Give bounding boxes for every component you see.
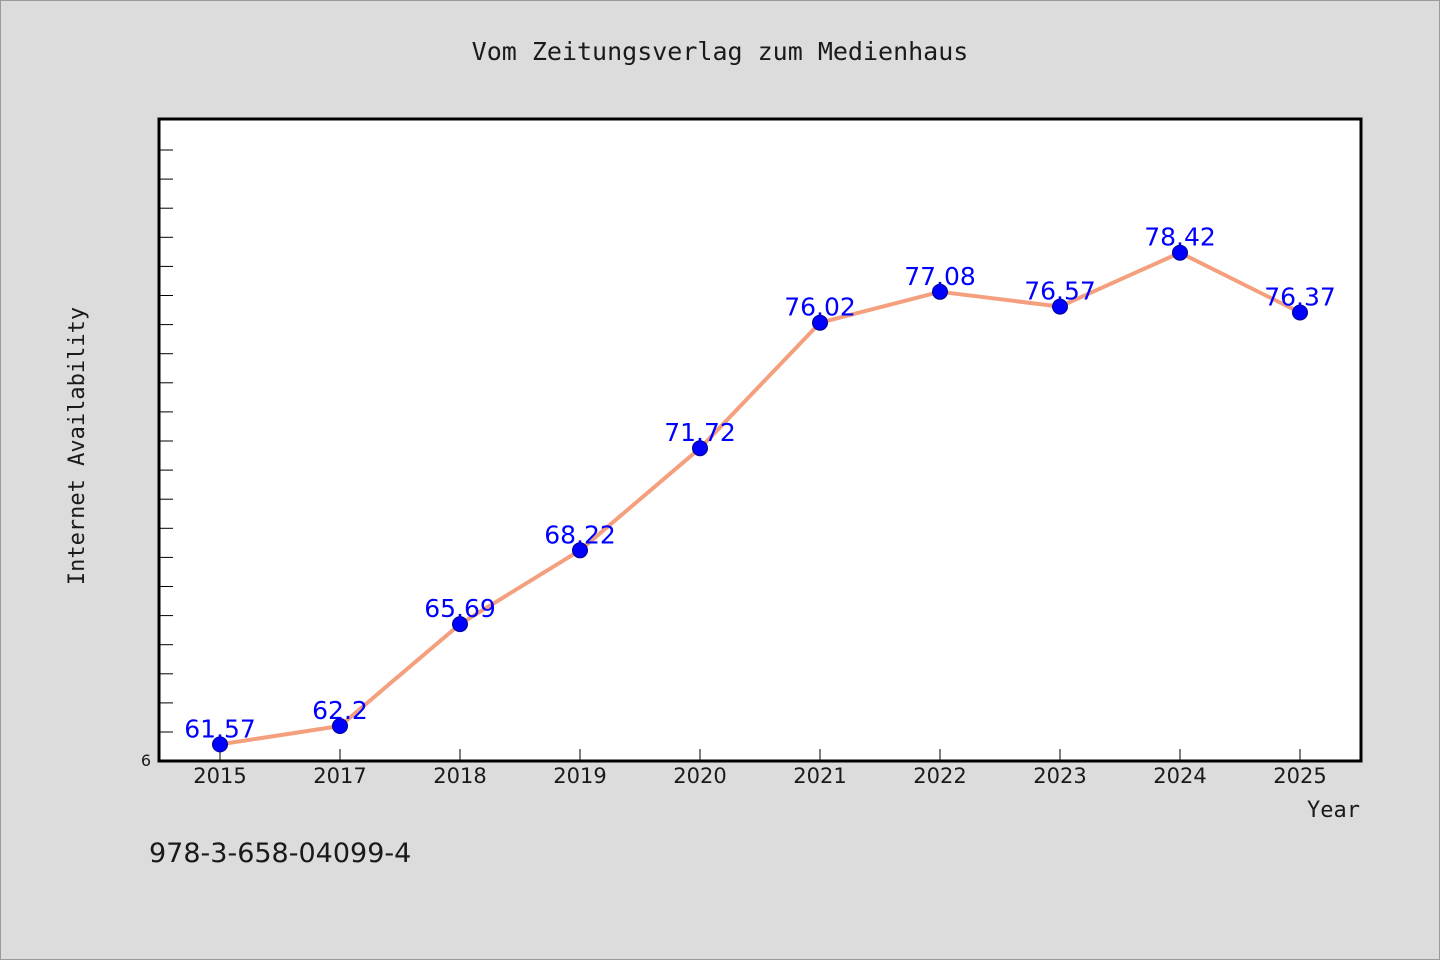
y-axis-tick-labels: 6 [141, 751, 151, 770]
x-tick-label: 2019 [553, 764, 606, 788]
data-label: 62.2 [312, 696, 368, 725]
data-label: 76.02 [784, 293, 856, 322]
data-point-marker [1172, 244, 1188, 261]
series-line [219, 250, 1301, 747]
data-label: 76.57 [1024, 277, 1096, 306]
x-tick-label: 2018 [433, 764, 486, 788]
y-tick-label: 6 [141, 751, 151, 770]
data-label: 65.69 [424, 594, 496, 623]
x-tick-label: 2024 [1153, 764, 1206, 788]
x-tick-label: 2015 [193, 764, 246, 788]
data-point-marker [1292, 304, 1308, 321]
data-point-marker [572, 542, 588, 559]
data-point-marker [332, 718, 348, 734]
data-point-marker [932, 283, 948, 300]
x-tick-label: 2017 [313, 764, 366, 788]
chart-title: Vom Zeitungsverlag zum Medienhaus [472, 37, 969, 66]
data-point-marker [812, 314, 828, 331]
x-tick-label: 2023 [1033, 764, 1086, 788]
x-axis-label: Year [1307, 798, 1360, 823]
y-axis-label: Internet Availability [65, 307, 90, 585]
x-tick-label: 2022 [913, 764, 966, 788]
series-markers [212, 244, 1308, 753]
data-point-marker [212, 736, 228, 753]
isbn-footer: 978-3-658-04099-4 [149, 838, 411, 869]
x-tick-label: 2021 [793, 764, 846, 788]
data-point-marker [692, 440, 708, 457]
data-label: 61.57 [184, 714, 256, 743]
x-tick-label: 2020 [673, 764, 726, 788]
x-axis-tick-labels: 2015 2017 2018 2019 2020 2021 2022 2023 2024 2025 [193, 764, 1326, 788]
data-label: 68.22 [544, 520, 616, 549]
data-labels: 61.57 62.2 65.69 68.22 71.72 76.02 77.08 76.57 7… [184, 223, 1336, 744]
data-label: 77.08 [904, 262, 976, 291]
x-tick-label: 2025 [1273, 764, 1326, 788]
y-axis-ticks [159, 149, 173, 733]
data-label: 78.42 [1144, 223, 1216, 252]
plot-area [157, 117, 1363, 763]
data-point-marker [1052, 298, 1068, 315]
data-label: 71.72 [664, 418, 736, 447]
data-point-marker [452, 616, 468, 633]
data-label: 76.37 [1264, 283, 1336, 312]
